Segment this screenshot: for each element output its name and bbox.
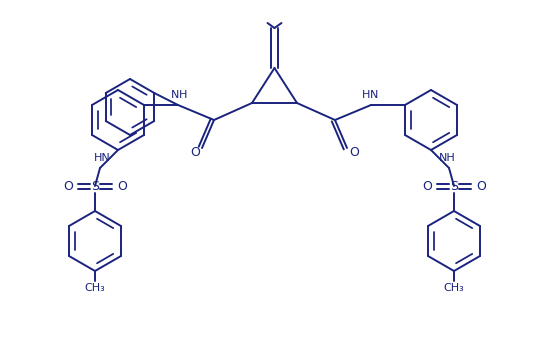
Text: CH₃: CH₃ [85, 283, 105, 293]
Text: HN: HN [94, 153, 110, 163]
Text: S: S [450, 180, 458, 192]
Text: N: N [370, 90, 378, 100]
Text: O: O [476, 180, 486, 192]
Text: H: H [362, 90, 370, 100]
Text: H: H [179, 90, 187, 100]
Text: O: O [63, 180, 73, 192]
Text: NH: NH [439, 153, 455, 163]
Text: N: N [171, 90, 179, 100]
Text: S: S [91, 180, 99, 192]
Text: O: O [117, 180, 127, 192]
Text: CH₃: CH₃ [444, 283, 464, 293]
Text: O: O [349, 146, 359, 159]
Text: O: O [422, 180, 432, 192]
Text: O: O [190, 146, 200, 159]
